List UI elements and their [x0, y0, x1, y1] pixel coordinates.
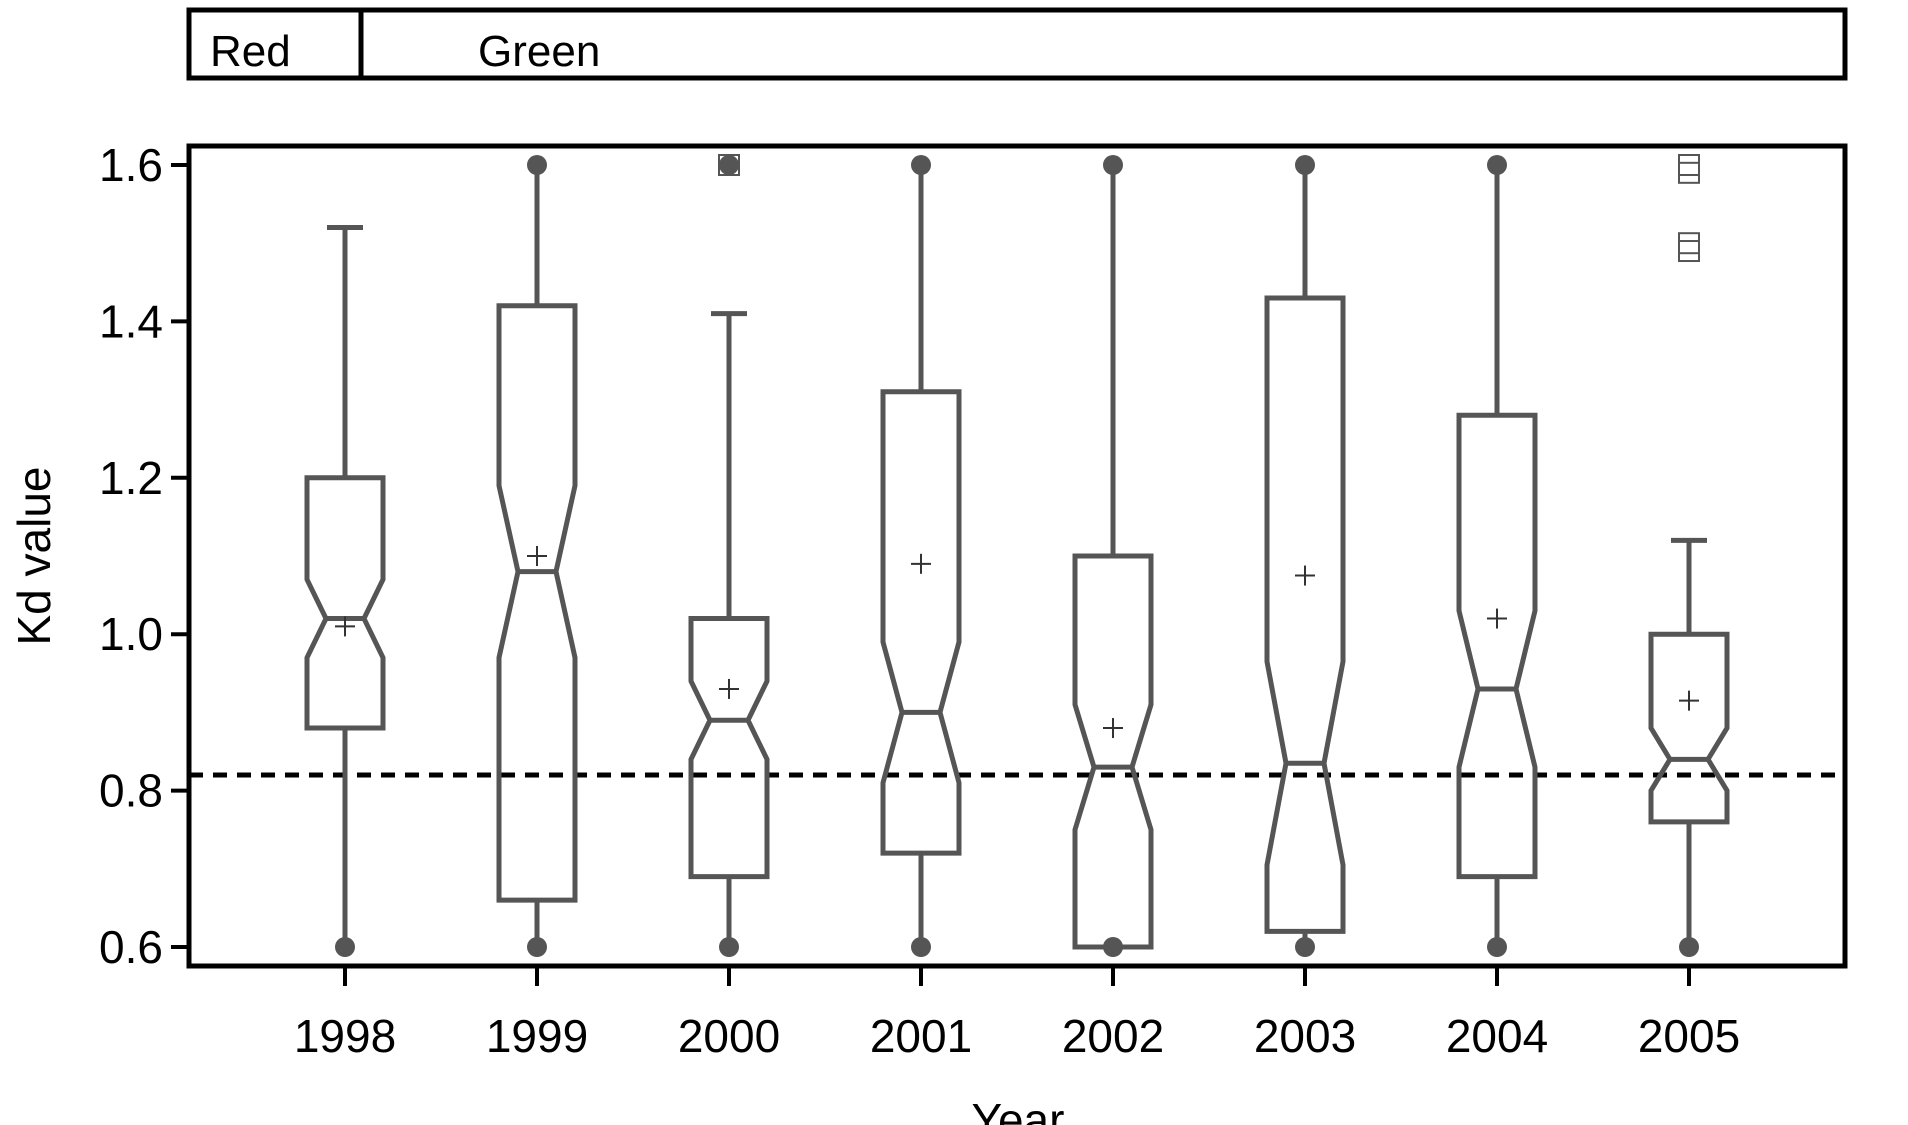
group-label-red: Red — [210, 27, 291, 76]
y-tick-label: 0.6 — [99, 921, 163, 973]
notched-box — [1264, 295, 1346, 934]
min-dot — [719, 937, 739, 957]
box-2002 — [1072, 155, 1154, 957]
max-dot — [1103, 155, 1123, 175]
y-axis: 0.6 0.8 1.0 1.2 1.4 1.6 — [99, 139, 189, 973]
y-tick-label: 1.0 — [99, 608, 163, 660]
box-2005 — [1648, 154, 1730, 957]
box-2003 — [1264, 155, 1346, 957]
y-tick-label: 1.6 — [99, 139, 163, 191]
boxes-layer — [304, 154, 1730, 957]
y-tick-label: 1.4 — [99, 295, 163, 347]
x-axis-title: Year — [972, 1094, 1065, 1125]
min-dot — [335, 937, 355, 957]
notched-box — [1072, 553, 1154, 950]
y-tick-label: 1.2 — [99, 452, 163, 504]
min-dot — [1679, 937, 1699, 957]
x-tick-label: 1998 — [294, 1010, 396, 1062]
min-dot — [527, 937, 547, 957]
box-2001 — [880, 155, 962, 957]
notched-box — [496, 303, 578, 903]
max-dot — [911, 155, 931, 175]
notched-box — [1456, 412, 1538, 880]
x-tick-label: 2001 — [870, 1010, 972, 1062]
plot-frame — [186, 143, 1848, 969]
max-dot — [1295, 155, 1315, 175]
group-label-green: Green — [478, 27, 600, 76]
group-header: Red Green — [186, 7, 1848, 81]
x-tick-label: 2002 — [1062, 1010, 1164, 1062]
box-1998 — [304, 225, 386, 957]
max-dot — [527, 155, 547, 175]
outlier-marker — [1678, 240, 1700, 263]
box-2000 — [688, 154, 770, 957]
box-1999 — [496, 155, 578, 957]
x-tick-label: 2004 — [1446, 1010, 1548, 1062]
min-dot — [911, 937, 931, 957]
group-header-frame — [186, 7, 1848, 81]
x-tick-label: 1999 — [486, 1010, 588, 1062]
min-dot — [1103, 937, 1123, 957]
y-axis-title: Kd value — [8, 466, 60, 645]
max-dot — [719, 155, 739, 175]
notched-box — [304, 475, 386, 731]
notched-box — [688, 616, 770, 880]
x-tick-label: 2000 — [678, 1010, 780, 1062]
outlier-marker — [1678, 154, 1700, 176]
notched-box — [1648, 631, 1730, 825]
outlier-marker — [1678, 232, 1700, 255]
box-2004 — [1456, 155, 1538, 957]
x-tick-label: 2005 — [1638, 1010, 1740, 1062]
min-dot — [1295, 937, 1315, 957]
x-axis: 1998 1999 2000 2001 2002 2003 2004 2005 — [294, 966, 1740, 1062]
x-tick-label: 2003 — [1254, 1010, 1356, 1062]
notched-box — [880, 389, 962, 856]
outlier-marker — [1678, 161, 1700, 184]
outlier-marker — [718, 154, 740, 176]
min-dot — [1487, 937, 1507, 957]
max-dot — [1487, 155, 1507, 175]
y-tick-label: 0.8 — [99, 765, 163, 817]
